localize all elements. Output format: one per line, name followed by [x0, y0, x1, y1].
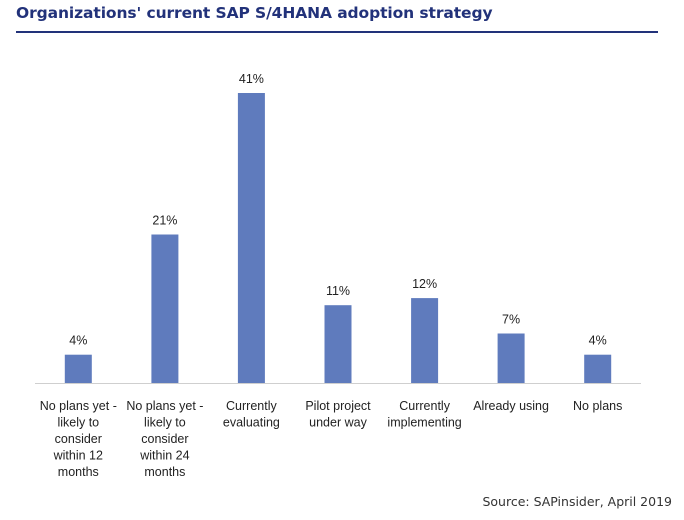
bar-value-label: 41%: [239, 72, 264, 86]
bar-chart: 4% 21% 41% 11% 12% 7% 4% No plans yet - likely …: [35, 72, 641, 479]
category-label-line: evaluating: [223, 416, 280, 430]
category-label: Currently implementing: [387, 399, 461, 430]
category-label-line: within 24: [139, 449, 189, 463]
category-label-line: No plans: [573, 399, 622, 413]
category-label: Currently evaluating: [223, 399, 280, 430]
bar: [237, 93, 265, 383]
chart-title: Organizations' current SAP S/4HANA adopt…: [16, 4, 493, 22]
category-label-line: months: [58, 465, 99, 479]
category-label-line: under way: [309, 416, 367, 430]
category-label-line: Already using: [473, 399, 549, 413]
category-label-line: consider: [55, 432, 102, 446]
source-note: Source: SAPinsider, April 2019: [482, 494, 672, 509]
bar-value-label: 12%: [412, 277, 437, 291]
bar-value-label: 21%: [152, 214, 177, 228]
category-label: Already using: [473, 399, 549, 413]
category-label-line: consider: [141, 432, 188, 446]
category-label-line: Pilot project: [305, 399, 371, 413]
category-label-line: Currently: [226, 399, 277, 413]
bar: [497, 333, 525, 383]
category-label-line: Currently: [399, 399, 450, 413]
bar: [151, 234, 179, 383]
category-label-line: implementing: [387, 416, 461, 430]
bar-value-label: 11%: [326, 284, 350, 298]
category-label-line: No plans yet -: [40, 399, 117, 413]
category-label: Pilot project under way: [305, 399, 371, 430]
category-label-line: likely to: [57, 416, 99, 430]
category-label: No plans: [573, 399, 622, 413]
category-label-line: within 12: [53, 449, 103, 463]
bar-value-label: 4%: [69, 334, 87, 348]
bar-value-label: 7%: [502, 313, 520, 327]
bar-value-label: 4%: [589, 334, 607, 348]
category-label-line: months: [144, 465, 185, 479]
value-labels-group: 4% 21% 41% 11% 12% 7% 4%: [69, 72, 606, 348]
bars-group: [64, 93, 612, 383]
category-labels-group: No plans yet - likely to consider within 12…: [40, 399, 623, 479]
bar: [411, 298, 439, 383]
bar: [324, 305, 352, 383]
category-label: No plans yet - likely to consider within 12…: [40, 399, 117, 479]
category-label-line: No plans yet -: [126, 399, 203, 413]
bar: [64, 354, 92, 383]
title-underline: [16, 31, 658, 33]
bar: [584, 354, 612, 383]
category-label: No plans yet - likely to consider within 24…: [126, 399, 203, 479]
category-label-line: likely to: [144, 416, 186, 430]
